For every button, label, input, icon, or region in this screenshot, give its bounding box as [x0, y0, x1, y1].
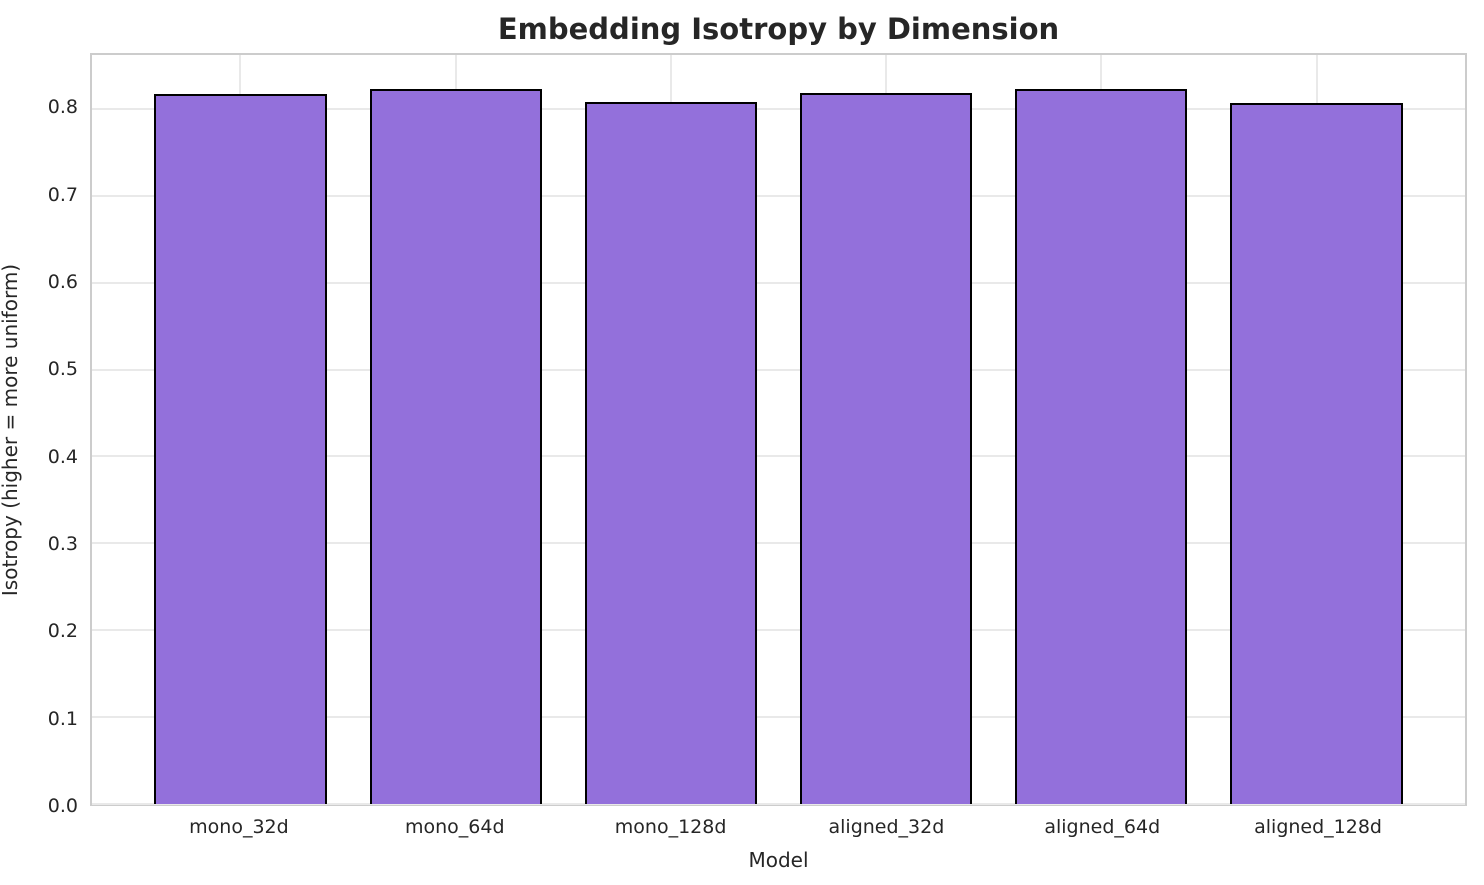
x-tick-label: aligned_32d [828, 816, 945, 838]
bar-mono_32d [154, 94, 327, 804]
x-tick-label: mono_128d [614, 816, 727, 838]
chart-title: Embedding Isotropy by Dimension [497, 12, 1060, 46]
x-axis-label: Model [748, 848, 809, 872]
x-tick-label: mono_64d [404, 816, 505, 838]
grid-line-y [92, 455, 1465, 458]
y-tick-label: 0.8 [47, 96, 78, 119]
grid-line-y [92, 542, 1465, 545]
y-tick-label: 0.3 [47, 532, 78, 555]
x-tick-label: mono_32d [189, 816, 289, 838]
y-tick-label: 0.1 [47, 707, 78, 730]
grid-line-y [92, 716, 1465, 719]
plot-area [90, 53, 1467, 806]
grid-line-y [92, 368, 1465, 371]
y-tick-label: 0.0 [47, 795, 78, 817]
x-tick-label: aligned_128d [1254, 816, 1383, 838]
y-axis: 0.0 0.1 0.2 0.3 0.4 0.5 0.6 0.7 0.8 [0, 53, 78, 817]
y-tick-label: 0.7 [47, 183, 78, 206]
bar-aligned_32d [800, 93, 973, 804]
x-tick-label: aligned_64d [1044, 816, 1161, 838]
grid-line-y [92, 629, 1465, 632]
grid-line-y [92, 194, 1465, 197]
y-tick-label: 0.6 [47, 270, 78, 293]
bar-mono_64d [369, 88, 542, 804]
y-tick-label: 0.2 [47, 620, 78, 643]
bar-aligned_128d [1230, 102, 1403, 804]
x-axis: mono_32d mono_64d mono_128d aligned_32d alig… [90, 816, 1467, 844]
grid-line-y [92, 803, 1465, 805]
bar-mono_128d [584, 101, 757, 804]
bar-aligned_64d [1015, 88, 1188, 804]
y-tick-label: 0.4 [47, 445, 78, 468]
grid-line-y [92, 281, 1465, 284]
y-tick-label: 0.5 [47, 358, 78, 381]
grid-line-y [92, 107, 1465, 110]
